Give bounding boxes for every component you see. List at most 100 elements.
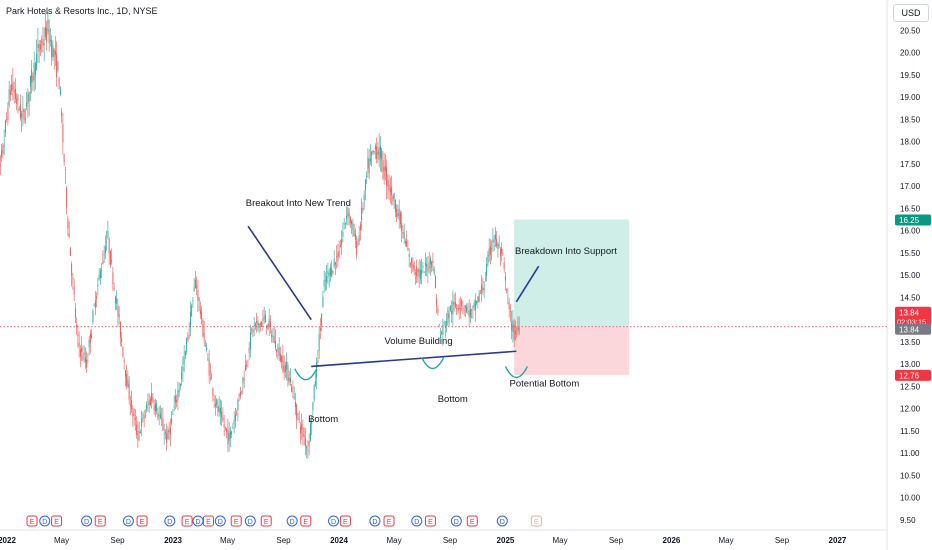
- candle-body: [366, 176, 368, 178]
- candle-body: [191, 305, 193, 317]
- candle-body: [496, 238, 498, 247]
- candle-body: [387, 179, 389, 187]
- candle-body: [479, 293, 481, 295]
- candle-body: [132, 408, 134, 417]
- candle-body: [384, 165, 386, 172]
- x-tick-label: May: [552, 536, 567, 545]
- candle-body: [51, 39, 53, 57]
- candle-body: [221, 411, 223, 418]
- price-label-box: [895, 214, 931, 226]
- candle-body: [437, 308, 439, 313]
- dividend-marker: D: [164, 515, 176, 527]
- candle-body: [439, 335, 441, 337]
- stop-price-label: 12.76: [895, 369, 931, 381]
- candle-body: [219, 408, 221, 414]
- candle-body: [476, 301, 478, 303]
- candle-body: [192, 300, 194, 302]
- candle-body: [8, 89, 10, 106]
- candle-body: [427, 267, 429, 272]
- candle-body: [179, 384, 181, 386]
- earnings-marker: E: [26, 515, 38, 527]
- candle-body: [6, 119, 8, 120]
- candle-body: [398, 208, 400, 221]
- candle-body: [452, 301, 454, 315]
- candle-body: [57, 61, 59, 71]
- earnings-marker-box: [383, 515, 395, 527]
- candle-body: [463, 309, 465, 311]
- currency-button[interactable]: USD: [893, 4, 929, 22]
- event-label: E: [343, 519, 348, 526]
- candle-body: [414, 272, 416, 274]
- candle-body: [24, 118, 26, 121]
- candle-body: [72, 277, 74, 280]
- candle-body: [247, 361, 249, 363]
- dividend-marker: D: [39, 515, 51, 527]
- candle-body: [488, 248, 490, 257]
- event-label: D: [218, 519, 223, 526]
- candle-body: [313, 384, 315, 400]
- candle-body: [364, 179, 366, 191]
- candle-body: [393, 192, 395, 199]
- candle-body: [188, 329, 190, 331]
- event-label: E: [140, 519, 145, 526]
- y-tick-label: 14.50: [900, 293, 921, 302]
- event-label: E: [264, 519, 269, 526]
- candle-body: [429, 258, 431, 265]
- candle-body: [266, 325, 268, 328]
- candle-body: [433, 268, 435, 274]
- candle-body: [322, 296, 324, 308]
- candle-body: [432, 260, 434, 263]
- y-tick-label: 17.00: [900, 182, 921, 191]
- candle-body: [277, 348, 279, 350]
- candle-body: [441, 332, 443, 335]
- x-tick-label: Sep: [443, 536, 458, 545]
- candle-body: [41, 41, 43, 43]
- candle-body: [184, 351, 186, 356]
- dividend-marker-circle: [81, 515, 93, 527]
- annotation-label: Potential Bottom: [510, 378, 580, 389]
- candle-body: [223, 424, 225, 428]
- candle-body: [236, 414, 238, 416]
- candle-body: [71, 264, 73, 276]
- candle-body: [171, 417, 173, 423]
- candle-body: [47, 19, 49, 32]
- candle-body: [428, 263, 430, 269]
- candle-body: [418, 268, 420, 277]
- candle-body: [516, 329, 518, 331]
- event-label: D: [84, 519, 89, 526]
- candle-body: [244, 365, 246, 371]
- event-label: D: [454, 519, 459, 526]
- candle-body: [382, 160, 384, 172]
- candle-body: [487, 255, 489, 265]
- candle-body: [92, 310, 94, 323]
- candle-body: [111, 259, 113, 262]
- dividend-marker: D: [244, 515, 256, 527]
- candle-body: [503, 262, 505, 270]
- candle-body: [157, 412, 159, 419]
- candle-body: [461, 300, 463, 306]
- candle-body: [124, 369, 126, 377]
- candle-body: [161, 418, 163, 420]
- candle-body: [397, 213, 399, 216]
- candle-body: [89, 333, 91, 343]
- candle-body: [123, 359, 125, 363]
- candle-body: [166, 432, 168, 443]
- candle-body: [42, 38, 44, 46]
- candle-body: [518, 327, 520, 333]
- potential-bottom-line: [311, 350, 517, 368]
- candle-body: [443, 322, 445, 324]
- candle-body: [224, 426, 226, 428]
- candle-body: [13, 90, 15, 93]
- candle-body: [86, 359, 88, 368]
- dividend-marker-circle: [214, 515, 226, 527]
- earnings-marker: E: [300, 515, 312, 527]
- candle-body: [278, 347, 280, 356]
- candle-body: [233, 420, 235, 424]
- candle-body: [27, 94, 29, 104]
- candle-body: [208, 360, 210, 376]
- candle-body: [362, 207, 364, 211]
- candle-body: [357, 242, 359, 245]
- x-tick-label: May: [386, 536, 401, 545]
- candle-body: [347, 208, 349, 217]
